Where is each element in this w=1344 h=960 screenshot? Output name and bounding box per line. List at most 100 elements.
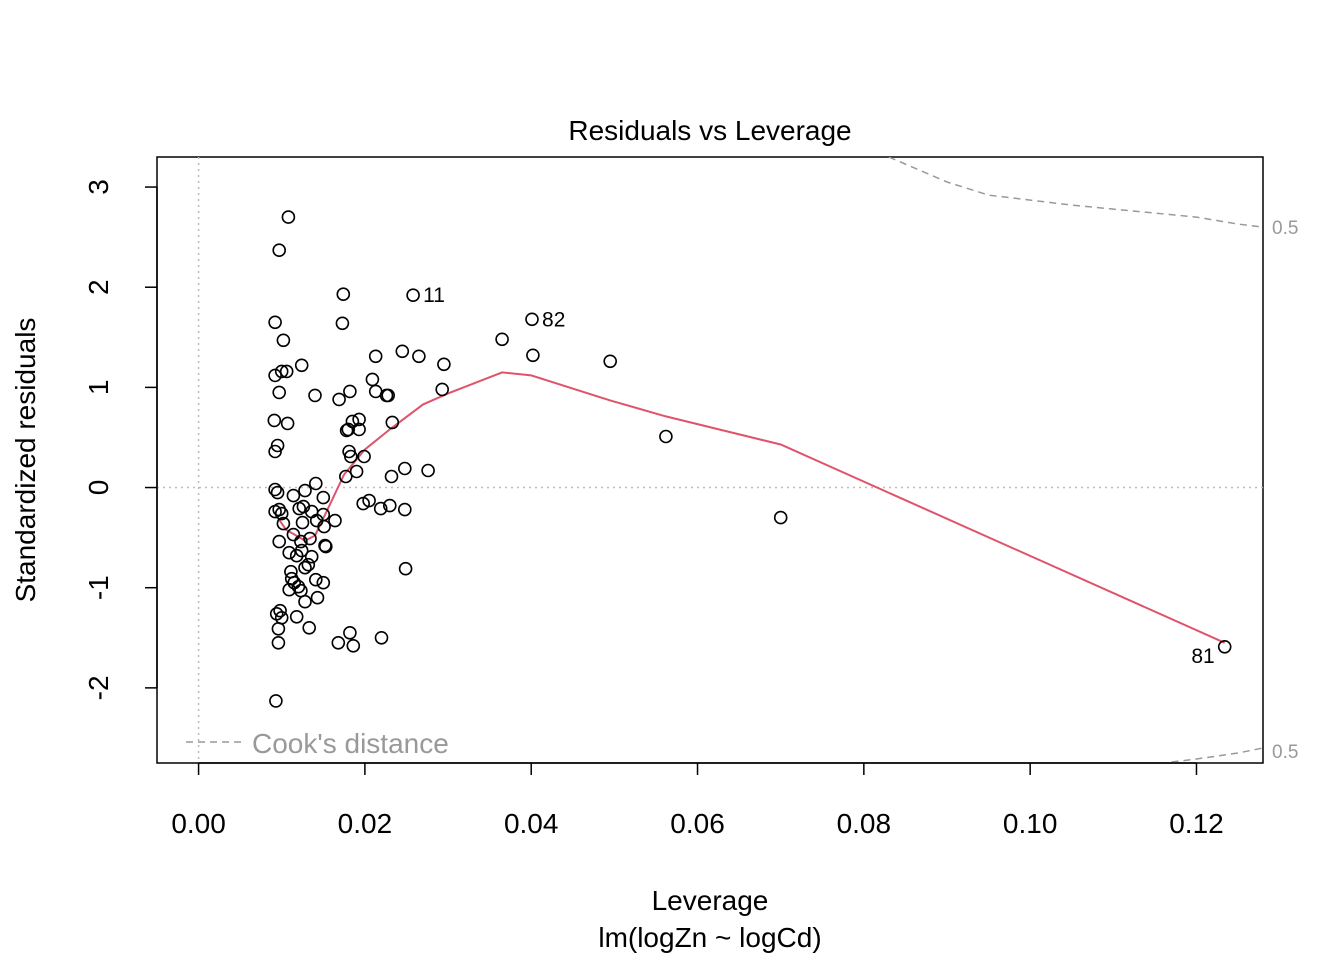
x-tick-label: 0.04 (504, 808, 559, 839)
y-tick-label: 0 (83, 480, 114, 496)
data-point (397, 461, 412, 476)
data-point (338, 469, 353, 484)
data-point (274, 364, 289, 379)
cooks-level-labels: 0.5 0.5 (1272, 218, 1298, 763)
data-point (352, 422, 366, 437)
data-point (384, 469, 399, 484)
data-point (271, 621, 286, 636)
data-point (271, 635, 286, 650)
data-point (269, 694, 283, 708)
data-point (435, 382, 450, 397)
reference-lines (157, 157, 1263, 763)
data-point (659, 429, 673, 444)
data-point (268, 482, 282, 497)
data-point (495, 332, 509, 347)
data-point (289, 548, 304, 563)
data-point (302, 620, 317, 635)
x-axis: 0.00 0.02 0.04 0.06 0.08 0.10 0.12 (171, 762, 1224, 839)
data-point (308, 388, 322, 403)
data-point (603, 354, 618, 369)
data-point (295, 515, 310, 530)
data-point (272, 534, 287, 549)
data-point (526, 348, 540, 363)
legend-label: Cook's distance (252, 728, 449, 759)
data-point (341, 422, 356, 437)
data-point (270, 438, 285, 453)
x-tick-label: 0.10 (1003, 808, 1058, 839)
data-point (294, 583, 308, 598)
data-point (346, 638, 361, 653)
data-point (316, 575, 331, 590)
data-point (398, 561, 413, 576)
plot-frame (156, 156, 1264, 764)
data-point (357, 449, 371, 464)
data-point (286, 488, 301, 503)
data-point (525, 312, 539, 327)
data-point (282, 545, 297, 560)
data-point (317, 519, 331, 534)
data-point (397, 502, 412, 517)
data-point (362, 493, 376, 508)
data-point (308, 572, 323, 587)
y-tick-label: 3 (83, 179, 114, 195)
data-point (336, 287, 351, 302)
data-point (303, 531, 317, 546)
y-tick-label: 2 (83, 279, 114, 295)
data-point (268, 368, 282, 383)
data-point (328, 513, 342, 528)
point-label-11: 11 (423, 284, 445, 307)
data-point (276, 516, 291, 531)
data-point (437, 357, 451, 372)
data-point (294, 543, 309, 558)
data-point (301, 557, 316, 572)
cooks-level-label-upper: 0.5 (1272, 218, 1298, 239)
cooks-distance-lower-curve (1171, 747, 1263, 763)
data-point (268, 444, 282, 459)
y-axis-title: Standardized residuals (10, 318, 41, 603)
data-point (294, 534, 308, 549)
chart-title: Residuals vs Leverage (568, 115, 851, 146)
data-point (412, 349, 426, 364)
data-point (298, 560, 312, 575)
data-point (286, 527, 301, 542)
x-tick-label: 0.02 (338, 808, 393, 839)
data-point (270, 485, 285, 500)
x-axis-title: Leverage (652, 885, 769, 916)
data-point (280, 416, 295, 431)
cooks-distance-upper-curve (888, 157, 1263, 228)
data-point (331, 635, 346, 650)
cooks-distance-curves (888, 157, 1263, 763)
point-labels-layer: 11 82 81 (423, 284, 1215, 668)
points-layer (267, 210, 1232, 708)
data-point (406, 288, 420, 303)
cooks-level-label-lower: 0.5 (1272, 742, 1298, 763)
y-tick-label: -1 (83, 575, 114, 600)
y-tick-label: -2 (83, 675, 114, 700)
data-point (421, 463, 435, 478)
data-point (343, 384, 357, 399)
data-point (289, 609, 304, 624)
data-point (268, 315, 282, 330)
data-point (272, 243, 287, 257)
data-point (368, 349, 383, 364)
data-point (374, 630, 389, 645)
data-point (279, 364, 294, 379)
x-tick-label: 0.12 (1169, 808, 1224, 839)
x-axis-subtitle: lm(logZn ~ logCd) (598, 922, 821, 953)
data-point (773, 510, 788, 525)
data-point (274, 506, 289, 521)
data-point (318, 539, 333, 554)
smoother-layer (277, 371, 1226, 644)
data-point (365, 372, 380, 387)
data-point (335, 316, 350, 331)
data-point (316, 490, 331, 505)
y-axis: -2 -1 0 1 2 3 (83, 179, 158, 700)
data-point (381, 388, 396, 403)
data-point (272, 385, 287, 400)
data-point (1217, 639, 1232, 654)
data-point (281, 210, 296, 224)
data-point (298, 594, 312, 609)
data-point (343, 625, 357, 640)
legend: Cook's distance (186, 728, 449, 759)
data-point (332, 392, 346, 407)
